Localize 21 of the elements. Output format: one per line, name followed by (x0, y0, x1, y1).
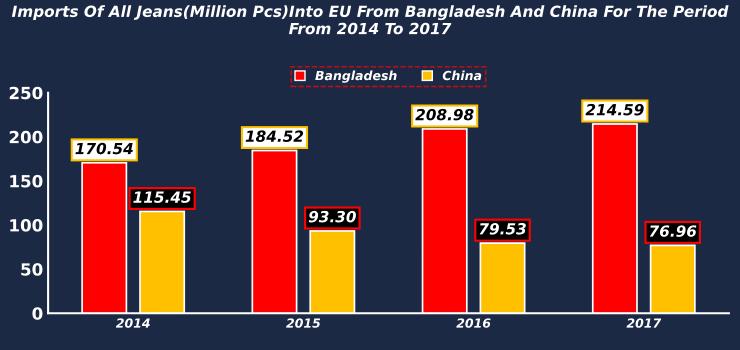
x-tick-label: 2014 (116, 318, 150, 328)
data-label: 208.98 (415, 108, 474, 120)
y-tick-label: 200 (10, 130, 42, 144)
data-label: 184.52 (246, 130, 304, 142)
data-label: 115.45 (133, 192, 191, 203)
x-tick-label: 2015 (286, 318, 320, 328)
x-tick-label: 2016 (456, 318, 491, 328)
legend-label: China (442, 70, 482, 80)
data-label: 93.30 (308, 210, 356, 222)
y-tick-label: 50 (21, 263, 42, 276)
chart-title: Imports Of All Jeans(Million Pcs)Into EU From Bangladesh And China For The Period From 2014 To 2017 (12, 5, 729, 34)
data-label: 214.59 (586, 104, 644, 116)
data-label: 79.53 (480, 223, 526, 235)
y-tick-label: 250 (10, 86, 42, 100)
y-tick-label: 150 (10, 174, 42, 188)
data-label: 170.54 (75, 142, 133, 154)
data-label: 76.96 (650, 225, 696, 237)
y-tick-label: 100 (10, 219, 42, 232)
y-tick-label: 0 (32, 307, 42, 320)
x-tick-label: 2017 (626, 318, 662, 328)
legend-label: Bangladesh (315, 70, 397, 83)
